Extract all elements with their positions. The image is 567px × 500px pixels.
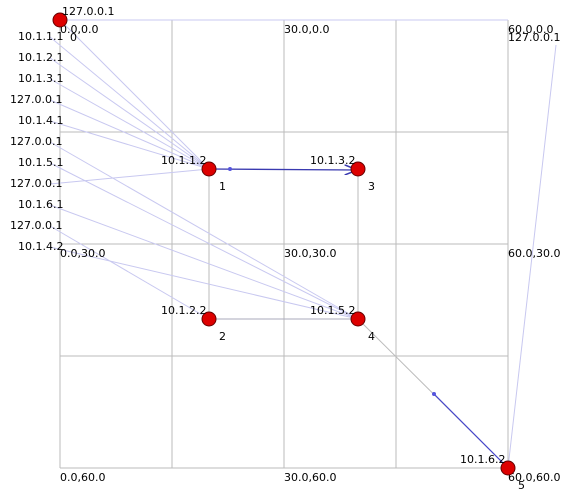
link bbox=[49, 204, 359, 320]
link bbox=[507, 44, 557, 469]
node-id: 0 bbox=[70, 31, 77, 44]
link bbox=[49, 120, 210, 170]
node bbox=[201, 161, 217, 177]
node bbox=[350, 311, 366, 327]
links bbox=[49, 19, 557, 469]
side-label: 127.0.0.1 bbox=[10, 219, 62, 232]
node-id: 4 bbox=[368, 330, 375, 343]
node-address: 10.1.6.2 bbox=[460, 453, 505, 466]
side-label: 10.1.2.1 bbox=[18, 51, 63, 64]
node-address: 10.1.2.2 bbox=[161, 304, 206, 317]
packet bbox=[432, 392, 436, 396]
link bbox=[49, 99, 210, 170]
node bbox=[201, 311, 217, 327]
node bbox=[500, 460, 516, 476]
grid-label: 60.0,0.0 bbox=[508, 23, 553, 36]
side-label: 127.0.0.1 bbox=[10, 93, 62, 106]
grid-label: 30.0,60.0 bbox=[284, 471, 336, 484]
side-label: 127.0.0.1 bbox=[10, 177, 62, 190]
grid-label: 0.0,30.0 bbox=[60, 247, 105, 260]
grid-label: 0.0,60.0 bbox=[60, 471, 105, 484]
side-label: 10.1.1.1 bbox=[18, 30, 63, 43]
grid-label: 60.0,60.0 bbox=[508, 471, 560, 484]
grid-label: 30.0,0.0 bbox=[284, 23, 329, 36]
packet-arrow bbox=[433, 393, 506, 466]
grid-label: 0.0,0.0 bbox=[60, 23, 98, 36]
link bbox=[49, 225, 210, 320]
link bbox=[49, 36, 210, 170]
node-address: 10.1.3.2 bbox=[310, 154, 355, 167]
grid bbox=[59, 19, 509, 469]
side-label: 10.1.5.1 bbox=[18, 156, 63, 169]
node-address: 10.1.1.2 bbox=[161, 154, 206, 167]
side-label: 10.1.4.1 bbox=[18, 114, 63, 127]
side-label: 10.1.3.1 bbox=[18, 72, 63, 85]
link bbox=[49, 168, 210, 185]
node-id: 5 bbox=[518, 479, 525, 492]
link bbox=[49, 57, 210, 170]
link bbox=[49, 246, 359, 320]
link bbox=[49, 162, 359, 320]
corner-label: 127.0.0.1 bbox=[508, 31, 560, 44]
side-label: 127.0.0.1 bbox=[10, 135, 62, 148]
node bbox=[350, 161, 366, 177]
link bbox=[49, 141, 359, 320]
node-id: 1 bbox=[219, 180, 226, 193]
link bbox=[59, 19, 210, 170]
side-label: 10.1.4.2 bbox=[18, 240, 63, 253]
node-address: 10.1.5.2 bbox=[310, 304, 355, 317]
node-id: 2 bbox=[219, 330, 226, 343]
packet-arrow bbox=[208, 169, 356, 170]
grid-label: 60.0,30.0 bbox=[508, 247, 560, 260]
side-label: 10.1.6.1 bbox=[18, 198, 63, 211]
packet bbox=[228, 167, 232, 171]
node-address: 127.0.0.1 bbox=[62, 5, 114, 18]
grid-label: 30.0,30.0 bbox=[284, 247, 336, 260]
link bbox=[49, 78, 210, 170]
node-id: 3 bbox=[368, 180, 375, 193]
node bbox=[52, 12, 68, 28]
